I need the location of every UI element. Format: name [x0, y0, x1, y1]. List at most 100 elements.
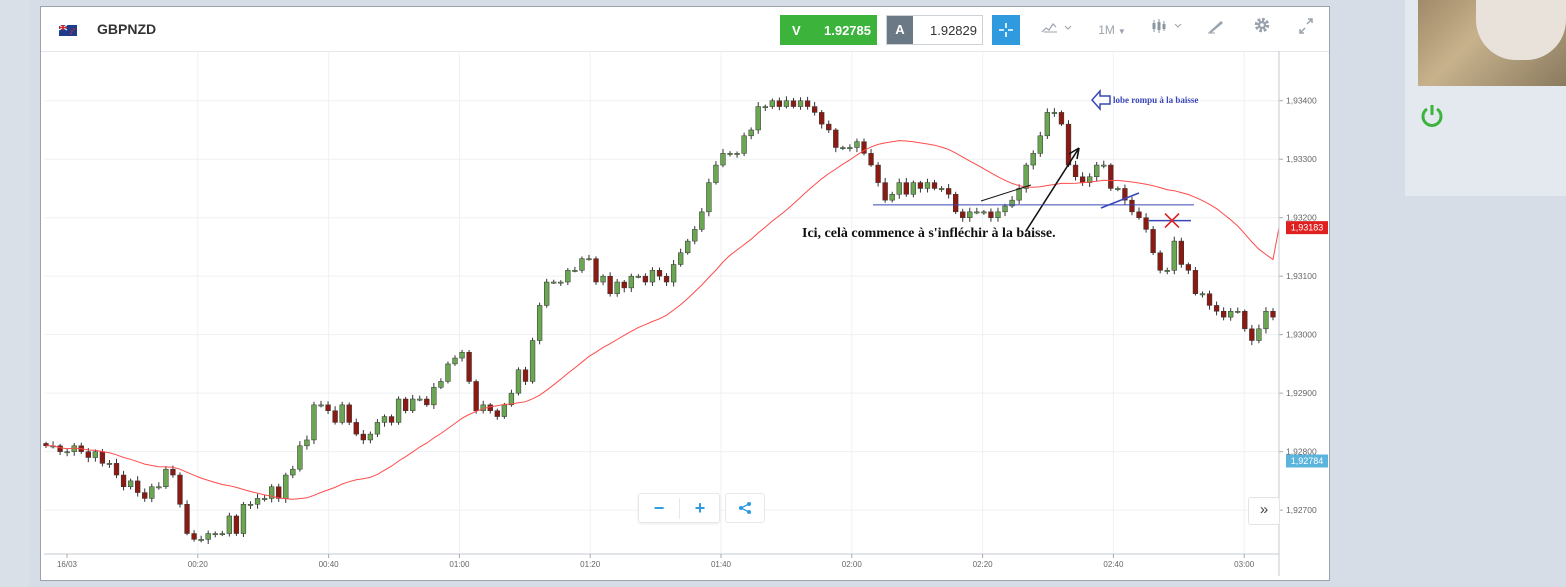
- timeframe-value: 1M: [1098, 23, 1115, 37]
- candle: [240, 502, 247, 537]
- candle: [226, 512, 232, 537]
- x-tick-label: 00:20: [188, 560, 209, 569]
- chart-type-button[interactable]: [1036, 15, 1080, 45]
- candle: [1164, 267, 1170, 275]
- candle: [833, 128, 839, 153]
- candle: [924, 178, 931, 193]
- buy-button[interactable]: A 1.92829: [886, 15, 983, 45]
- drawing-tools-icon: [1208, 21, 1223, 34]
- candle: [882, 177, 888, 203]
- zoom-out-button[interactable]: −: [653, 498, 665, 518]
- buy-label: A: [887, 16, 913, 44]
- candle: [804, 96, 811, 110]
- crosshair-icon: [999, 23, 1013, 37]
- candle: [466, 349, 472, 384]
- sell-button[interactable]: V 1.92785: [780, 15, 877, 45]
- zoom-in-button[interactable]: +: [679, 498, 720, 519]
- candle: [1157, 250, 1163, 274]
- x-tick-label: 02:20: [973, 560, 994, 569]
- candle: [819, 110, 825, 129]
- candle: [1072, 160, 1079, 181]
- candle: [727, 151, 733, 157]
- price-chart[interactable]: 1,93400 1,93300 1,93200 1,93100 1,93000 1,929…: [41, 51, 1329, 581]
- settings-button[interactable]: [1247, 15, 1277, 45]
- candle: [1087, 173, 1093, 187]
- x-tick-label: 02:00: [842, 560, 863, 569]
- share-icon: [739, 502, 751, 514]
- candle: [847, 144, 853, 152]
- candle: [720, 148, 726, 168]
- candle: [917, 180, 924, 193]
- y-tick-label: 1,92700: [1286, 505, 1317, 515]
- candle: [191, 530, 197, 542]
- x-tick-label: 03:00: [1234, 560, 1255, 569]
- fullscreen-icon: [1299, 18, 1313, 34]
- candle: [826, 120, 832, 133]
- candle: [938, 186, 945, 192]
- candle: [1171, 236, 1177, 275]
- candle: [1199, 291, 1206, 298]
- candle: [621, 280, 627, 293]
- candle: [1178, 237, 1184, 268]
- chart-grid: [44, 51, 1279, 554]
- candle: [1129, 196, 1135, 216]
- avatar-photo: [1476, 0, 1566, 60]
- candle: [783, 96, 790, 109]
- red-cross-icon: [1164, 213, 1180, 229]
- candle: [1235, 307, 1241, 314]
- candle: [1037, 131, 1043, 157]
- candle: [1143, 213, 1149, 233]
- candle: [367, 431, 374, 444]
- candle: [395, 396, 402, 425]
- candle: [156, 482, 162, 490]
- candle: [1213, 301, 1220, 316]
- candle: [332, 406, 338, 425]
- candle: [1249, 324, 1255, 346]
- candle-settings-button[interactable]: [1146, 15, 1190, 45]
- candle: [642, 273, 649, 286]
- y-tick-label: 1,92800: [1286, 447, 1317, 457]
- candle: [593, 256, 599, 285]
- zoom-control: − +: [638, 493, 720, 523]
- candle: [64, 448, 70, 457]
- candle: [861, 138, 867, 156]
- candle: [410, 394, 416, 413]
- candle: [741, 132, 747, 157]
- candle: [360, 430, 366, 445]
- candle: [1108, 163, 1114, 191]
- chart-panel[interactable]: GBPNZD V 1.92785 A 1.92829 1M ▼: [40, 6, 1330, 581]
- candle: [374, 419, 381, 438]
- drawing-tools-button[interactable]: [1201, 15, 1231, 45]
- share-button[interactable]: [725, 493, 765, 523]
- trendline-black: [980, 184, 1032, 202]
- annotation-lobe: lobe rompu à la baisse: [1113, 95, 1198, 105]
- fullscreen-button[interactable]: [1291, 15, 1321, 45]
- candle: [692, 226, 698, 245]
- candle: [600, 274, 606, 286]
- y-tick-label: 1,93100: [1286, 271, 1317, 281]
- avatar[interactable]: [1418, 0, 1566, 86]
- candle: [586, 254, 592, 261]
- timeframe-dropdown[interactable]: 1M ▼: [1091, 15, 1133, 45]
- candle: [1228, 308, 1234, 321]
- settings-icon: [1254, 17, 1270, 33]
- crosshair-button[interactable]: [992, 15, 1020, 45]
- candle: [205, 530, 211, 545]
- candlestick-series: [43, 96, 1276, 545]
- red-price-tag-label: 1,93183: [1291, 223, 1324, 233]
- sell-price: 1.92785: [824, 23, 871, 38]
- candle: [558, 280, 564, 286]
- candle: [953, 191, 959, 215]
- candle: [1150, 226, 1156, 256]
- candle: [1256, 324, 1262, 344]
- scroll-forward-button[interactable]: »: [1248, 497, 1280, 525]
- chevron-down-icon: ▼: [1117, 27, 1126, 36]
- candle: [579, 256, 585, 273]
- candle-settings-icon: [1152, 19, 1182, 33]
- candle: [1002, 203, 1008, 217]
- candle: [254, 493, 261, 509]
- candle: [50, 441, 56, 449]
- analyst-annotations: lobe rompu à la baisse Ici, celà commenc…: [802, 89, 1198, 241]
- candle: [120, 470, 127, 491]
- candle: [945, 183, 952, 199]
